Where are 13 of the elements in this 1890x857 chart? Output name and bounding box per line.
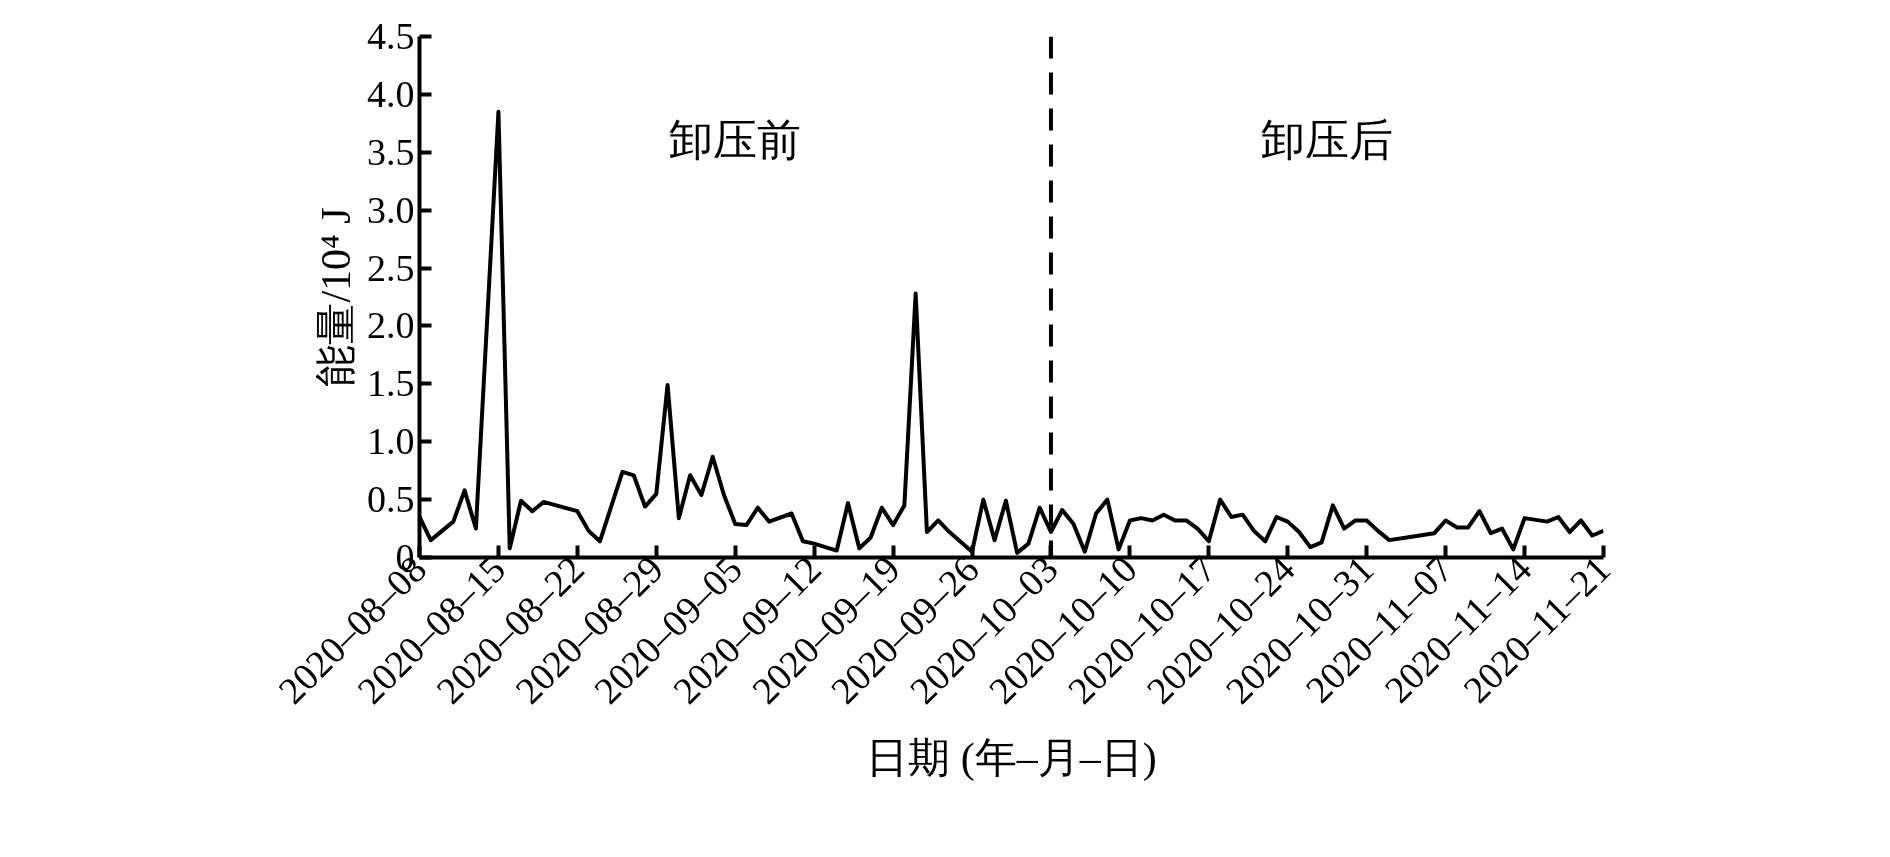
y-tick-label: 1.0 <box>367 420 415 463</box>
y-axis-title: 能量/10⁴ J <box>313 207 359 387</box>
y-tick-label: 4.0 <box>367 72 415 115</box>
y-tick-label: 1.5 <box>367 362 415 405</box>
y-tick-label: 3.0 <box>367 188 415 231</box>
y-tick-label: 3.5 <box>367 130 415 173</box>
x-axis-title: 日期 (年–月–日) <box>866 734 1157 782</box>
y-tick-label: 2.0 <box>367 304 415 347</box>
y-tick-label: 2.5 <box>367 246 415 289</box>
y-tick-label: 4.5 <box>367 15 415 57</box>
y-tick-label: 0.5 <box>367 478 415 521</box>
annotation: 卸压前 <box>669 116 802 166</box>
annotation: 卸压后 <box>1261 116 1394 166</box>
